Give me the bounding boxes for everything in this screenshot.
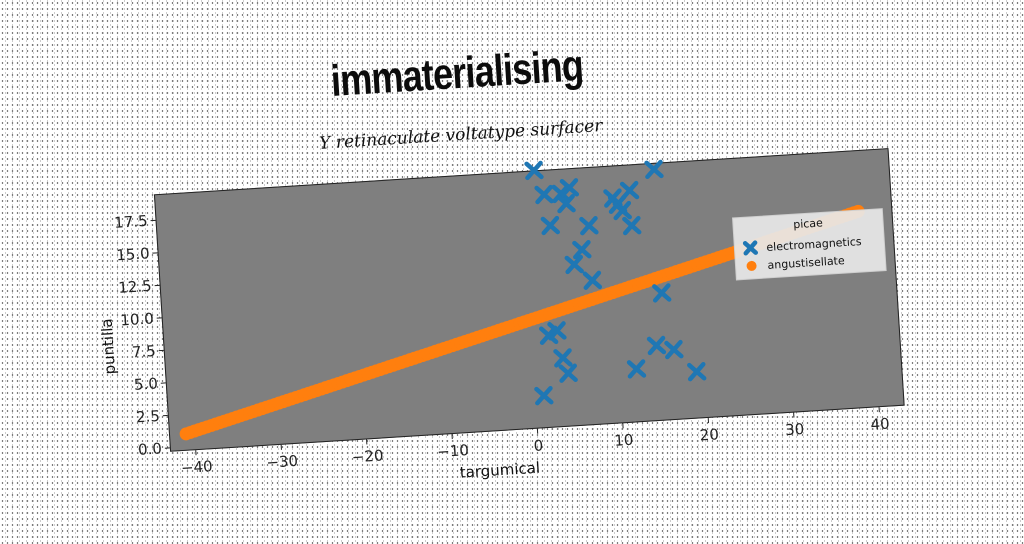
data-point-electromagnetics [622,183,637,198]
data-point-electromagnetics [666,342,681,357]
x-tick-label: −20 [351,446,384,466]
data-point-electromagnetics [561,366,576,381]
y-tick-label: 15.0 [116,244,150,264]
data-point-electromagnetics [689,364,704,379]
x-tick-label: 20 [699,425,719,444]
x-tick-label: 30 [785,420,805,439]
data-point-electromagnetics [654,285,669,300]
x-tick-label: −40 [180,457,213,477]
data-point-electromagnetics [536,388,551,403]
x-axis-label: targumical [459,459,540,482]
data-point-electromagnetics [527,163,542,178]
x-tick-label: −30 [266,452,299,472]
data-point-electromagnetics [574,242,589,257]
data-point-electromagnetics [649,338,664,353]
x-tick-label: 40 [870,415,890,434]
y-tick-label: 12.5 [118,277,152,297]
data-point-electromagnetics [647,162,662,177]
y-axis-label: puntilla [98,318,119,375]
y-tick-label: 7.5 [131,342,156,361]
data-point-electromagnetics [567,257,582,272]
data-point-electromagnetics [624,218,639,233]
data-point-electromagnetics [582,218,597,233]
data-point-electromagnetics [537,187,552,202]
x-tick-label: 0 [533,436,544,455]
y-tick-label: 17.5 [114,212,148,232]
legend-title: picae [793,216,824,231]
data-point-electromagnetics [543,218,558,233]
y-tick-label: 0.0 [138,439,163,458]
data-point-electromagnetics [629,362,644,377]
data-point-electromagnetics [556,350,571,365]
y-tick-label: 2.5 [135,407,160,426]
x-tick-label: −10 [437,441,470,461]
y-tick-label: 5.0 [133,374,158,393]
x-tick-label: 10 [614,431,634,450]
y-tick-label: 10.0 [120,309,154,329]
data-point-electromagnetics [585,273,600,288]
